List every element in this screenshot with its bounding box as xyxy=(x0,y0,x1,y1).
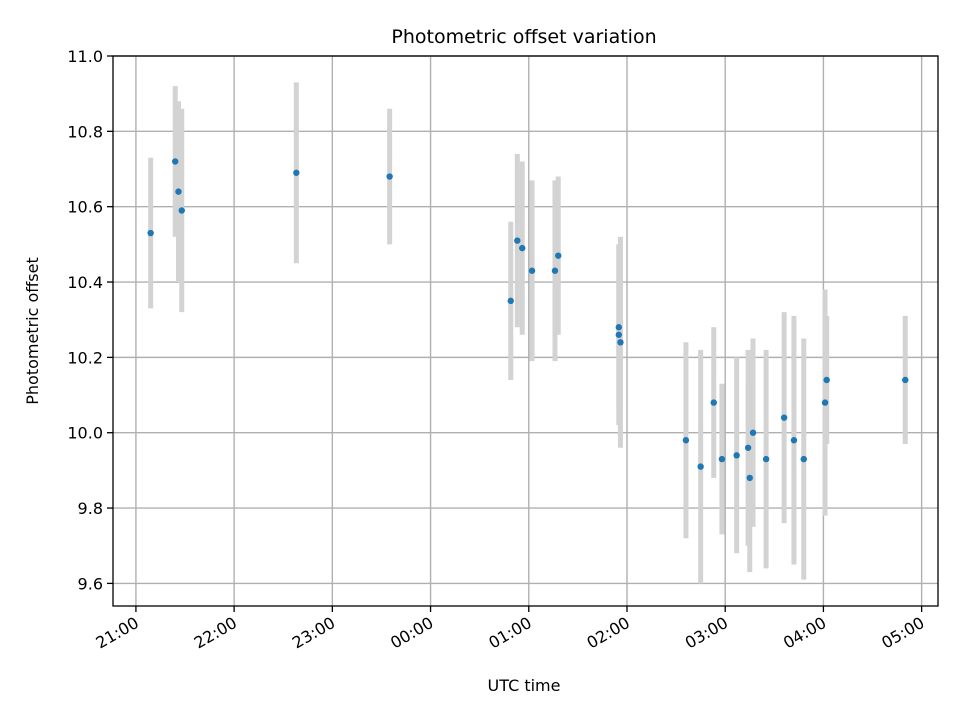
data-point xyxy=(617,339,624,346)
data-point xyxy=(507,297,514,305)
y-axis-label: Photometric offset xyxy=(23,257,42,405)
y-tick-label: 10.2 xyxy=(67,348,103,367)
x-tick-label: 00:00 xyxy=(387,613,436,653)
grid xyxy=(113,55,938,606)
x-axis-label: UTC time xyxy=(488,676,561,695)
data-point xyxy=(746,474,753,482)
data-point xyxy=(749,429,757,436)
data-point xyxy=(555,252,562,259)
data-point xyxy=(293,169,300,176)
y-axis-ticks: 9.6 9.8 10.0 10.2 10.4 10.6 10.8 11.0 xyxy=(67,47,113,593)
data-point xyxy=(733,452,740,459)
data-point xyxy=(821,399,829,406)
data-point xyxy=(682,437,690,444)
y-tick-label: 9.8 xyxy=(78,499,103,518)
data-point xyxy=(902,376,909,384)
data-point xyxy=(519,244,526,252)
x-tick-label: 23:00 xyxy=(289,613,338,653)
data-point xyxy=(528,267,536,274)
data-point xyxy=(780,414,788,421)
x-tick-label: 01:00 xyxy=(485,613,534,653)
data-point xyxy=(178,207,185,214)
data-point xyxy=(710,399,717,406)
data-point xyxy=(386,173,393,180)
y-tick-label: 9.6 xyxy=(78,574,103,593)
data-point xyxy=(718,455,726,463)
y-tick-label: 10.0 xyxy=(67,424,103,443)
y-tick-label: 10.6 xyxy=(67,198,103,217)
x-tick-label: 02:00 xyxy=(584,613,633,653)
data-points xyxy=(147,158,909,482)
x-tick-label: 03:00 xyxy=(682,613,731,653)
data-point xyxy=(147,229,154,237)
data-point xyxy=(551,267,559,274)
y-tick-label: 10.8 xyxy=(67,122,103,141)
data-point xyxy=(800,455,807,463)
data-point xyxy=(615,324,623,331)
plot-frame xyxy=(112,55,939,607)
data-point xyxy=(790,437,798,444)
data-point xyxy=(175,188,182,195)
x-tick-label: 21:00 xyxy=(92,613,141,653)
chart-title: Photometric offset variation xyxy=(391,26,656,48)
x-tick-label: 04:00 xyxy=(780,613,829,653)
x-axis-ticks: 21:00 22:00 23:00 00:00 01:00 02:00 03:00 04:00… xyxy=(92,606,928,653)
data-point xyxy=(697,463,704,470)
data-point xyxy=(762,455,770,463)
data-point xyxy=(514,237,521,244)
data-point xyxy=(172,158,179,165)
y-tick-label: 11.0 xyxy=(67,47,103,66)
x-tick-label: 22:00 xyxy=(191,613,240,653)
y-tick-label: 10.4 xyxy=(67,273,103,292)
data-point xyxy=(615,331,623,338)
data-point xyxy=(823,376,830,384)
data-point xyxy=(744,444,752,451)
x-tick-label: 05:00 xyxy=(878,613,927,653)
